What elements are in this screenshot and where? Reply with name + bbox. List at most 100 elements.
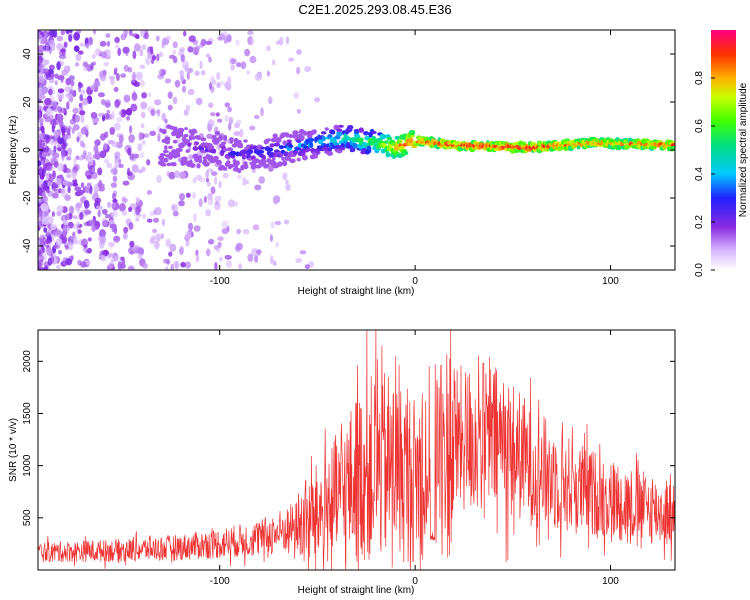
noise-speckle [146, 190, 153, 195]
noise-speckle [77, 259, 82, 266]
noise-speckle [51, 211, 56, 217]
noise-speckle [116, 116, 123, 123]
noise-speckle [43, 227, 48, 233]
noise-speckle [108, 75, 116, 81]
noise-speckle [247, 30, 254, 36]
ridge-cell [281, 160, 288, 167]
ridge-cell [353, 131, 360, 135]
ridge-cell [163, 157, 169, 163]
noise-speckle [123, 226, 129, 234]
noise-speckle [38, 208, 43, 217]
noise-speckle [72, 182, 79, 187]
noise-speckle [38, 160, 42, 167]
ridge-cell [179, 132, 184, 137]
ridge-cell [195, 141, 200, 146]
noise-speckle [195, 249, 199, 256]
noise-speckle [141, 92, 148, 99]
noise-speckle [110, 258, 115, 263]
noise-speckle [99, 229, 106, 238]
ridge-cell [188, 135, 193, 141]
noise-speckle [128, 30, 133, 36]
noise-speckle [44, 162, 52, 170]
ridge-cell [370, 130, 377, 135]
colorbar-ticks: 0.0 0.2 0.4 0.6 0.8 [694, 71, 715, 277]
noise-speckle [236, 228, 241, 235]
noise-speckle [39, 88, 46, 96]
noise-speckle [56, 210, 62, 217]
colorbar-tick-label: 0.8 [694, 71, 705, 85]
noise-speckle [46, 152, 51, 157]
colorbar-tick-label: 0.0 [694, 263, 705, 277]
noise-speckle [187, 46, 194, 53]
noise-speckle [172, 210, 179, 217]
ridge-cell [380, 133, 387, 140]
noise-speckle [266, 70, 270, 77]
noise-speckle [45, 107, 53, 117]
noise-speckle [218, 80, 225, 86]
y-tick-label: 0 [22, 147, 33, 153]
noise-speckle [221, 220, 229, 230]
noise-speckle [137, 143, 143, 152]
ridge-cell [275, 137, 282, 144]
noise-speckle [53, 130, 60, 138]
ridge-cell [250, 162, 257, 167]
noise-speckle [52, 152, 60, 159]
ridge-cell [185, 149, 190, 153]
ridge-cell [358, 137, 365, 142]
ridge-cell [183, 133, 189, 138]
ridge-cell [177, 148, 183, 153]
colorbar: 0.0 0.2 0.4 0.6 0.8 Normalized spectral ampl… [694, 30, 749, 277]
noise-speckle [225, 260, 233, 268]
noise-speckle [250, 37, 254, 46]
noise-speckle [205, 170, 209, 179]
noise-speckle [65, 150, 69, 157]
ridge-cell [296, 157, 301, 162]
noise-speckle [194, 70, 200, 76]
noise-speckle [88, 36, 93, 46]
noise-speckle [56, 35, 64, 42]
noise-speckle [93, 30, 97, 35]
noise-speckle [293, 92, 300, 99]
noise-speckle [132, 71, 137, 81]
noise-speckle [40, 203, 49, 212]
ridge-cell [318, 139, 323, 145]
noise-speckle [144, 32, 149, 40]
noise-speckle [39, 149, 43, 156]
noise-speckle [71, 172, 77, 181]
noise-speckle [185, 104, 191, 112]
noise-speckle [60, 48, 66, 53]
noise-speckle [188, 154, 194, 160]
noise-speckle [299, 250, 307, 255]
noise-speckle [205, 40, 213, 46]
ridge-cell [347, 125, 354, 130]
ridge-cell [184, 127, 189, 131]
noise-speckle [272, 199, 279, 205]
noise-speckle [56, 42, 63, 51]
noise-speckle [154, 240, 160, 250]
noise-speckle [285, 179, 289, 185]
noise-speckle [165, 238, 172, 247]
noise-speckle [199, 60, 203, 70]
noise-speckle [76, 221, 80, 227]
noise-speckle [185, 239, 190, 247]
noise-speckle [122, 180, 130, 186]
noise-speckle [101, 217, 109, 227]
noise-speckle [173, 260, 180, 269]
noise-speckle [78, 102, 83, 108]
noise-speckle [134, 43, 141, 52]
colorbar-label: Normalized spectral amplitude [738, 82, 749, 217]
noise-speckle [118, 163, 124, 168]
noise-speckle [57, 88, 65, 94]
ridge-cell [243, 161, 248, 167]
noise-speckle [210, 112, 216, 117]
noise-speckle [72, 215, 78, 220]
noise-speckle [76, 30, 82, 34]
noise-speckle [53, 136, 58, 146]
noise-speckle [58, 250, 62, 255]
ridge-cell [384, 140, 389, 144]
ridge-cell [394, 135, 400, 140]
noise-speckle [62, 142, 68, 147]
noise-speckle [90, 85, 95, 91]
noise-speckle [274, 220, 282, 226]
ridge-cell [520, 148, 525, 154]
